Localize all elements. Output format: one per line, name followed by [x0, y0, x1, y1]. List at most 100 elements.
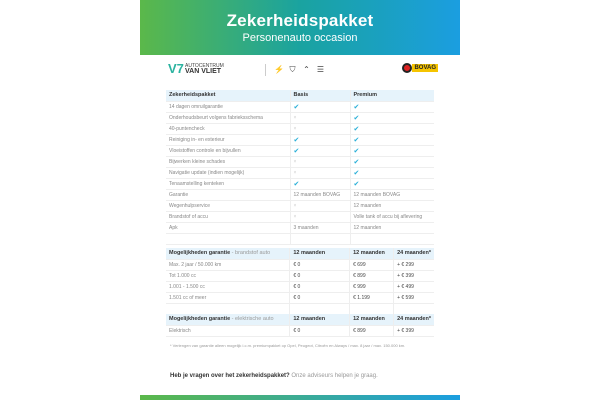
cross-icon: × — [289, 167, 350, 179]
table-row: 14 dagen omruilgarantie ✔ ✔ — [166, 101, 434, 113]
table-cell: Elektrisch — [166, 325, 290, 337]
table-cell: Vloeistoffen controle en bijvullen — [166, 145, 290, 157]
check-icon: ✔ — [349, 123, 434, 135]
cross-icon: × — [289, 156, 350, 168]
opel-logo-icon: ⚡ — [274, 65, 284, 74]
table-row: Vloeistoffen controle en bijvullen ✔ ✔ — [166, 145, 434, 157]
table-row: Max. 2 jaar / 50.000 km € 0 € 699 + € 299 — [166, 259, 434, 271]
table-cell: Onderhoudsbeurt volgens fabrieksschema — [166, 112, 290, 124]
document-page: Zekerheidspakket Personenauto occasion V… — [140, 0, 460, 400]
table-cell: € 1.199 — [349, 292, 394, 304]
table-cell: € 0 — [289, 281, 350, 293]
check-icon: ✔ — [289, 134, 350, 146]
table-cell: € 0 — [289, 270, 350, 282]
table-cell: € 999 — [349, 281, 394, 293]
table-row: Garantie 12 maanden BOVAG 12 maanden BOVAG — [166, 189, 434, 201]
table-cell: + € 399 — [393, 325, 434, 337]
check-icon: ✔ — [349, 134, 434, 146]
table-row: Apk 3 maanden 12 maanden — [166, 222, 434, 234]
header-banner: Zekerheidspakket Personenauto occasion — [140, 0, 460, 55]
table-cell: + € 499 — [393, 281, 434, 293]
check-icon: ✔ — [289, 145, 350, 157]
table-cell: Navigatie update (indien mogelijk) — [166, 167, 290, 179]
table-header: Mogelijkheden garantie - brandstof auto … — [166, 248, 434, 260]
table-row: Wegenhulpservice × 12 maanden — [166, 200, 434, 212]
table-cell: Tenaamstelling kenteken — [166, 178, 290, 190]
check-icon: ✔ — [349, 178, 434, 190]
bovag-logo: BOVAG — [402, 63, 438, 73]
table-row: 1.501 cc of meer € 0 € 1.199 + € 599 — [166, 292, 434, 304]
table-row: Onderhoudsbeurt volgens fabrieksschema × ✔ — [166, 112, 434, 124]
check-icon: ✔ — [349, 112, 434, 124]
table-cell: + € 599 — [393, 292, 434, 304]
bovag-q-icon — [402, 63, 413, 73]
table-cell: € 0 — [289, 292, 350, 304]
check-icon: ✔ — [289, 101, 350, 113]
table-cell: Apk — [166, 222, 290, 234]
check-icon: ✔ — [349, 145, 434, 157]
electric-warranty-table: Mogelijkheden garantie - elektrische aut… — [166, 314, 434, 337]
table-cell: 12 maanden BOVAG — [289, 189, 350, 201]
spacer-row — [166, 303, 434, 315]
fuel-warranty-table: Mogelijkheden garantie - brandstof auto … — [166, 248, 434, 315]
table-cell: 1.001 - 1.500 cc — [166, 281, 290, 293]
table-cell: + € 399 — [393, 270, 434, 282]
cross-icon: × — [289, 200, 350, 212]
table-row: Elektrisch € 0 € 899 + € 399 — [166, 325, 434, 337]
table-row: Brandstof of accu × Volle tank of accu bij… — [166, 211, 434, 223]
table-cell: € 899 — [349, 270, 394, 282]
dealer-name-line1: AUTOCENTRUM — [185, 63, 224, 69]
table-cell: 12 maanden BOVAG — [349, 189, 434, 201]
check-icon: ✔ — [349, 101, 434, 113]
table-cell: 12 maanden — [349, 222, 434, 234]
footnote: * Verlengen van garantie alleen mogelijk… — [170, 343, 406, 348]
dealer-name-line2: VAN VLIET — [185, 68, 222, 75]
table-cell: Wegenhulpservice — [166, 200, 290, 212]
citroen-logo-icon: ⌃ — [303, 65, 310, 74]
table-cell: Garantie — [166, 189, 290, 201]
page-title: Zekerheidspakket — [226, 11, 374, 30]
cross-icon: × — [289, 211, 350, 223]
table-header: Mogelijkheden garantie - elektrische aut… — [166, 314, 434, 326]
v7-logo-icon: V7 — [168, 61, 184, 76]
table-cell: € 899 — [349, 325, 394, 337]
table-cell: Volle tank of accu bij aflevering — [349, 211, 434, 223]
table-cell: 14 dagen omruilgarantie — [166, 101, 290, 113]
table-cell: 1.501 cc of meer — [166, 292, 290, 304]
cross-icon: × — [289, 112, 350, 124]
logo-row: V7 AUTOCENTRUM VAN VLIET ⚡ ⛉ ⌃ ☰ BOVAG — [168, 62, 438, 80]
table-row: 40-puntencheck × ✔ — [166, 123, 434, 135]
table-row: Navigatie update (indien mogelijk) × ✔ — [166, 167, 434, 179]
contact-question: Heb je vragen over het zekerheidspakket?… — [170, 373, 378, 379]
page-subtitle: Personenauto occasion — [242, 32, 358, 44]
table-cell: Reiniging in- en exterieur — [166, 134, 290, 146]
ds-logo-icon: ☰ — [316, 65, 325, 74]
table-row: Reiniging in- en exterieur ✔ ✔ — [166, 134, 434, 146]
table-cell: 40-puntencheck — [166, 123, 290, 135]
footer-banner — [140, 395, 460, 400]
table-cell: Bijwerken kleine schades — [166, 156, 290, 168]
table-cell: Brandstof of accu — [166, 211, 290, 223]
table-cell: 3 maanden — [289, 222, 350, 234]
check-icon: ✔ — [349, 167, 434, 179]
table-header: Zekerheidspakket Basis Premium — [166, 90, 434, 102]
table-cell: 12 maanden — [349, 200, 434, 212]
table-cell: € 0 — [289, 325, 350, 337]
spacer-row — [166, 233, 434, 245]
dealer-logo: V7 AUTOCENTRUM VAN VLIET — [168, 62, 224, 76]
divider — [265, 64, 266, 76]
table-row: Bijwerken kleine schades × ✔ — [166, 156, 434, 168]
table-row: 1.001 - 1.500 cc € 0 € 999 + € 499 — [166, 281, 434, 293]
check-icon: ✔ — [289, 178, 350, 190]
table-cell: € 699 — [349, 259, 394, 271]
table-cell: + € 299 — [393, 259, 434, 271]
package-table: Zekerheidspakket Basis Premium 14 dagen … — [166, 90, 434, 245]
check-icon: ✔ — [349, 156, 434, 168]
table-cell: € 0 — [289, 259, 350, 271]
table-row: Tot 1.000 cc € 0 € 899 + € 399 — [166, 270, 434, 282]
peugeot-logo-icon: ⛉ — [289, 65, 296, 74]
cross-icon: × — [289, 123, 350, 135]
table-cell: Max. 2 jaar / 50.000 km — [166, 259, 290, 271]
table-cell: Tot 1.000 cc — [166, 270, 290, 282]
table-row: Tenaamstelling kenteken ✔ ✔ — [166, 178, 434, 190]
